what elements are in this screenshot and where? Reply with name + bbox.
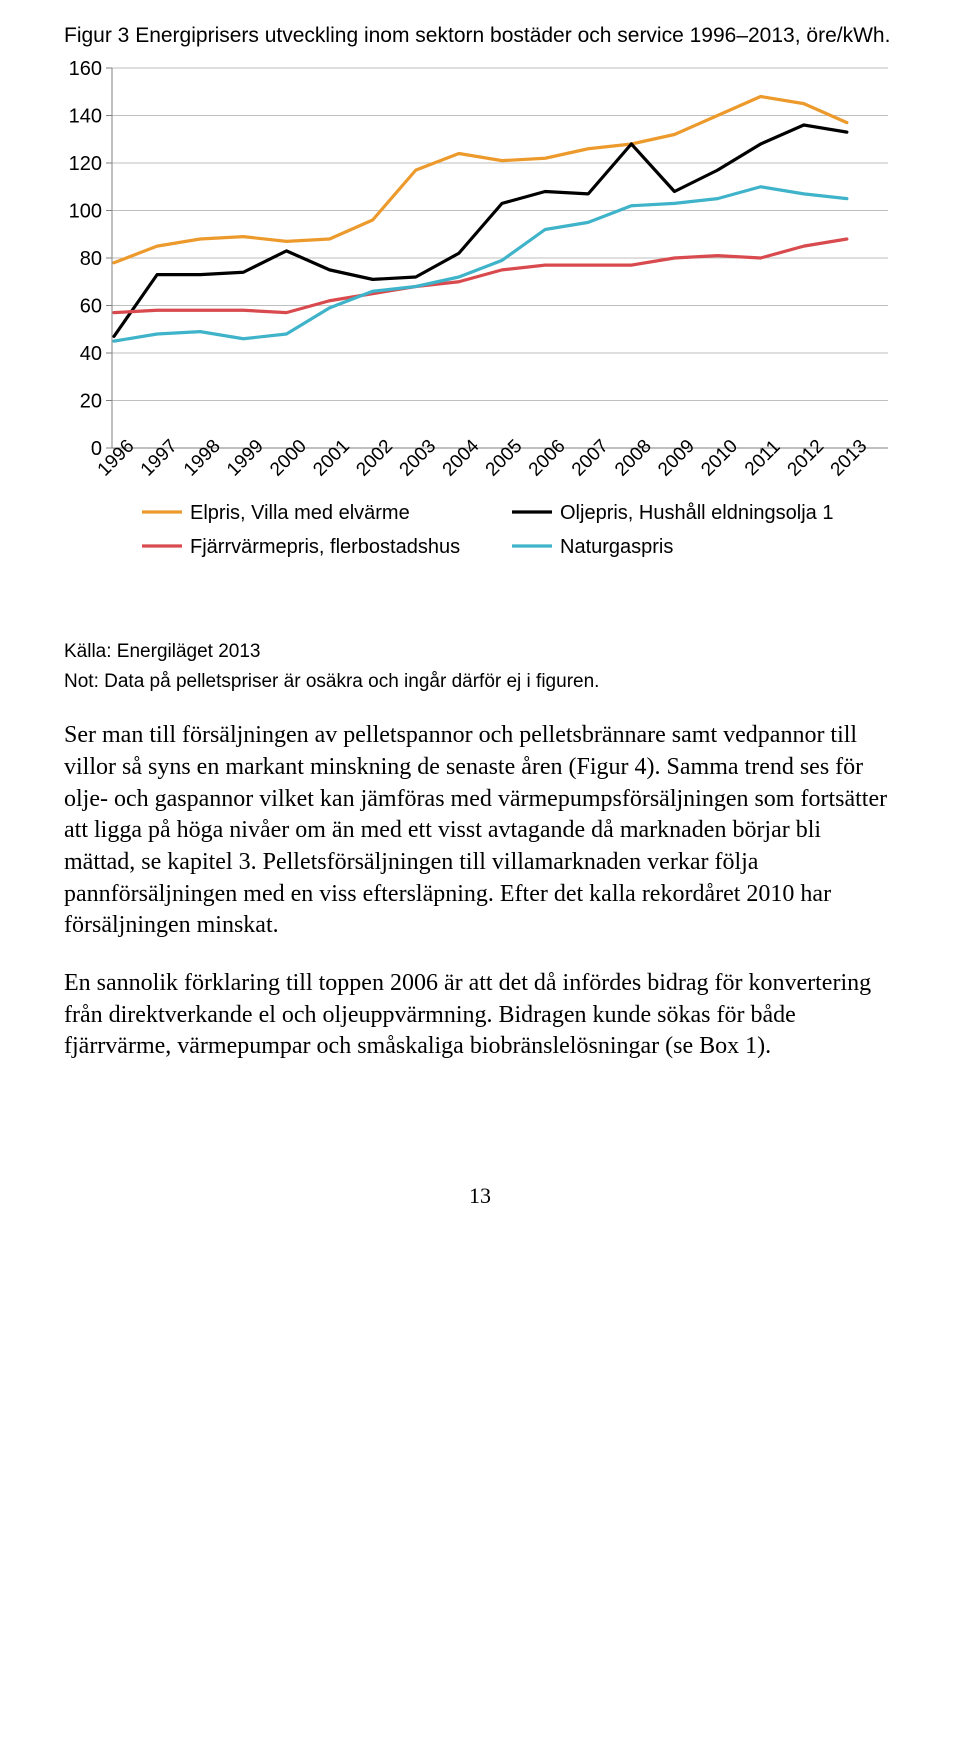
svg-text:20: 20 [80,391,102,413]
page-number: 13 [64,1183,896,1209]
svg-text:2003: 2003 [396,436,441,481]
svg-text:2006: 2006 [525,436,570,481]
svg-text:2005: 2005 [482,436,527,481]
energy-price-chart: 0204060801001201401601996199719981999200… [64,60,896,635]
figure-title: Figur 3 Energiprisers utveckling inom se… [64,24,896,48]
svg-text:160: 160 [69,60,102,80]
chart-note: Not: Data på pelletspriser är osäkra och… [64,669,896,695]
svg-text:Oljepris, Hushåll eldningsolja: Oljepris, Hushåll eldningsolja 1 [560,502,833,524]
svg-text:2001: 2001 [309,436,354,481]
svg-text:140: 140 [69,106,102,128]
body-paragraph-1: Ser man till försäljningen av pelletspan… [64,720,896,942]
svg-text:2004: 2004 [439,435,484,480]
svg-text:2008: 2008 [611,436,656,481]
svg-text:2009: 2009 [654,436,699,481]
svg-text:80: 80 [80,248,102,270]
svg-text:2011: 2011 [741,436,785,480]
body-paragraph-2: En sannolik förklaring till toppen 2006 … [64,968,896,1063]
svg-text:120: 120 [69,153,102,175]
svg-text:2007: 2007 [568,436,613,481]
svg-text:100: 100 [69,201,102,223]
svg-text:Fjärrvärmepris, flerbostadshus: Fjärrvärmepris, flerbostadshus [190,536,460,558]
svg-text:1999: 1999 [223,436,268,481]
chart-source: Källa: Energiläget 2013 [64,639,896,665]
svg-text:2012: 2012 [784,436,829,481]
svg-text:0: 0 [91,438,102,460]
svg-text:1997: 1997 [137,436,182,481]
svg-text:2002: 2002 [352,436,397,481]
svg-text:1998: 1998 [180,436,225,481]
svg-text:40: 40 [80,343,102,365]
svg-text:2000: 2000 [266,436,311,481]
svg-text:2010: 2010 [697,436,742,481]
svg-text:2013: 2013 [827,436,872,481]
svg-text:Naturgaspris: Naturgaspris [560,536,673,558]
svg-text:Elpris, Villa med elvärme: Elpris, Villa med elvärme [190,502,410,524]
svg-text:60: 60 [80,296,102,318]
